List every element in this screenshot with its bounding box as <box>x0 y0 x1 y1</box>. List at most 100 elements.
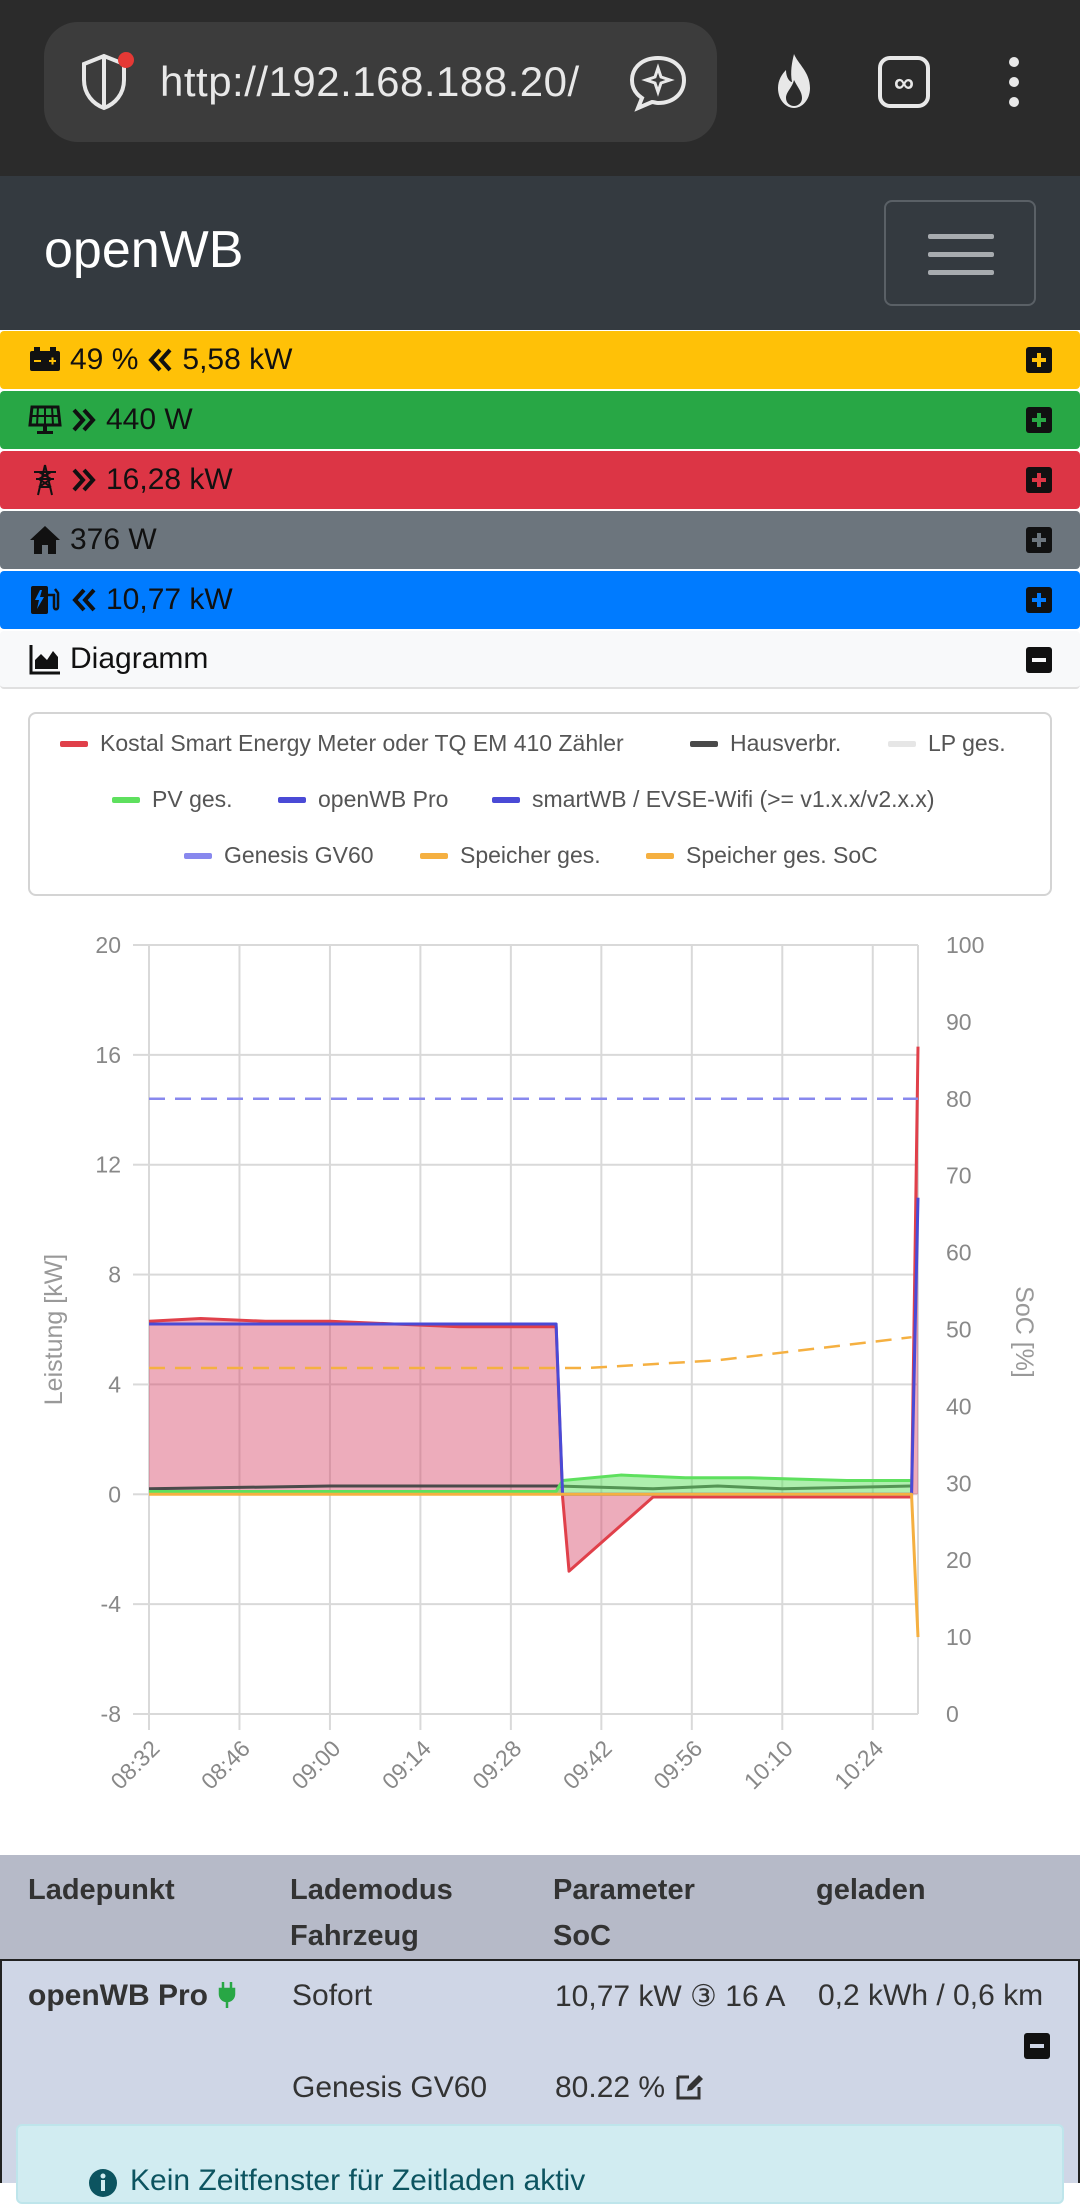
legend-swatch <box>278 796 306 803</box>
header-soc: SoC <box>553 1920 611 1952</box>
legend-item[interactable]: LP ges. <box>888 730 1006 757</box>
expand-icon[interactable] <box>1026 587 1052 613</box>
y-tick-label: 4 <box>108 1371 121 1397</box>
legend-item[interactable]: PV ges. <box>112 786 233 813</box>
header-geladen: geladen <box>816 1874 926 1906</box>
legend-item[interactable]: Hausverbr. <box>690 730 841 757</box>
double-chevron-right-icon <box>72 408 96 432</box>
y-tick-label: -4 <box>101 1591 122 1617</box>
header-parameter: Parameter <box>553 1874 695 1906</box>
legend-label: Speicher ges. SoC <box>686 842 878 868</box>
y-tick-label: -8 <box>101 1701 121 1727</box>
chargepoint-name[interactable]: openWB Pro <box>28 1979 236 2013</box>
series-area-kostal-smart-energy-meter-oder-tq-em-410-z-hler <box>149 1046 918 1572</box>
legend-label: Hausverbr. <box>730 730 842 756</box>
chart-legend: Kostal Smart Energy Meter oder TQ EM 410… <box>28 712 1052 896</box>
expand-icon[interactable] <box>1026 407 1052 433</box>
double-chevron-left-icon <box>72 588 96 612</box>
series-area-pv-ges <box>149 1475 912 1495</box>
y2-tick-label: 0 <box>946 1701 959 1727</box>
vehicle-soc-value: 80.22 % <box>555 2071 666 2104</box>
vehicle-soc: 80.22 % <box>555 2071 705 2105</box>
battery-status-row[interactable]: 49 % 5,58 kW <box>0 331 1080 389</box>
y2-tick-label: 20 <box>946 1547 972 1573</box>
legend-item[interactable]: Kostal Smart Energy Meter oder TQ EM 410… <box>60 730 624 757</box>
legend-label: Speicher ges. <box>460 842 601 868</box>
legend-label: Genesis GV60 <box>224 842 374 868</box>
tabs-icon[interactable]: ∞ <box>872 50 936 114</box>
info-icon <box>89 2169 117 2197</box>
y2-tick-label: 40 <box>946 1393 972 1419</box>
y2-tick-label: 10 <box>946 1624 972 1650</box>
menu-toggle-button[interactable] <box>884 200 1036 306</box>
double-chevron-left-icon <box>148 348 172 372</box>
expand-icon[interactable] <box>1026 347 1052 373</box>
legend-label: smartWB / EVSE-Wifi (>= v1.x.x/v2.x.x) <box>532 786 935 812</box>
expand-icon[interactable] <box>1026 527 1052 553</box>
battery-power: 5,58 kW <box>182 343 293 376</box>
charging-station-icon <box>31 586 60 614</box>
legend-item[interactable]: Genesis GV60 <box>184 842 374 869</box>
header-ladepunkt: Ladepunkt <box>28 1874 175 1906</box>
battery-icon <box>30 347 60 371</box>
y-axis-title: Leistung [kW] <box>40 1254 68 1405</box>
legend-swatch <box>420 852 448 859</box>
collapse-icon[interactable] <box>1026 647 1052 673</box>
legend-swatch <box>492 796 520 803</box>
y-tick-label: 12 <box>95 1152 121 1178</box>
legend-item[interactable]: Speicher ges. SoC <box>646 842 878 869</box>
x-tick-label: 08:46 <box>196 1735 255 1794</box>
y2-tick-label: 90 <box>946 1009 972 1035</box>
address-bar[interactable]: http://192.168.188.20/ <box>44 22 717 142</box>
expand-icon[interactable] <box>1026 467 1052 493</box>
assistant-icon[interactable] <box>626 50 690 114</box>
grid-power: 16,28 kW <box>106 463 233 496</box>
legend-label: Kostal Smart Energy Meter oder TQ EM 410… <box>100 730 624 756</box>
area-chart-icon <box>29 645 60 675</box>
grid-status-row[interactable]: 16,28 kW <box>0 451 1080 509</box>
home-icon <box>30 526 60 554</box>
legend-label: LP ges. <box>928 730 1006 756</box>
brand-title[interactable]: openWB <box>44 221 244 279</box>
legend-label: PV ges. <box>152 786 233 812</box>
legend-swatch <box>112 796 140 803</box>
y-tick-label: 8 <box>108 1262 121 1288</box>
legend-swatch <box>646 852 674 859</box>
header-lademodus: Lademodus <box>290 1874 453 1906</box>
edit-icon[interactable] <box>675 2071 705 2101</box>
series-line-pv-ges <box>149 1473 912 1494</box>
diagram-row[interactable]: Diagramm <box>0 631 1080 689</box>
legend-item[interactable]: Speicher ges. <box>420 842 601 869</box>
vehicle-name[interactable]: Genesis GV60 <box>292 2071 488 2104</box>
svg-text:∞: ∞ <box>894 67 914 98</box>
charge-status-row[interactable]: 10,77 kW <box>0 571 1080 629</box>
browser-toolbar: http://192.168.188.20/ ∞ <box>0 0 1080 176</box>
info-alert: Kein Zeitfenster für Zeitladen aktiv <box>16 2124 1064 2204</box>
pv-status-row[interactable]: 440 W <box>0 391 1080 449</box>
x-tick-label: 10:24 <box>829 1735 888 1794</box>
charged-amount: 0,2 kWh / 0,6 km <box>818 1979 1044 2012</box>
legend-swatch <box>60 740 88 747</box>
y2-axis-title: SoC [%] <box>1010 1286 1038 1378</box>
more-menu-icon[interactable] <box>982 50 1046 114</box>
charge-mode[interactable]: Sofort <box>292 1979 373 2012</box>
header-fahrzeug: Fahrzeug <box>290 1920 419 1952</box>
power-tower-icon <box>34 464 56 496</box>
x-tick-label: 09:28 <box>467 1735 526 1794</box>
y2-tick-label: 70 <box>946 1163 972 1189</box>
legend-item[interactable]: smartWB / EVSE-Wifi (>= v1.x.x/v2.x.x) <box>492 786 935 813</box>
double-chevron-right-icon <box>72 468 96 492</box>
power-chart[interactable]: 201612840-4-8100908070605040302010008:32… <box>0 920 1080 1820</box>
legend-item[interactable]: openWB Pro <box>278 786 448 813</box>
info-text: Kein Zeitfenster für Zeitladen aktiv <box>130 2164 586 2197</box>
collapse-icon[interactable] <box>1024 2033 1050 2059</box>
series-line-speicher-ges <box>149 1492 920 1638</box>
y2-tick-label: 100 <box>946 932 984 958</box>
legend-swatch <box>888 740 916 747</box>
diagram-label: Diagramm <box>70 642 209 675</box>
shield-icon[interactable] <box>72 50 136 114</box>
url-text[interactable]: http://192.168.188.20/ <box>160 58 580 105</box>
house-power: 376 W <box>70 523 157 556</box>
house-status-row[interactable]: 376 W <box>0 511 1080 569</box>
flame-icon[interactable] <box>762 50 826 114</box>
